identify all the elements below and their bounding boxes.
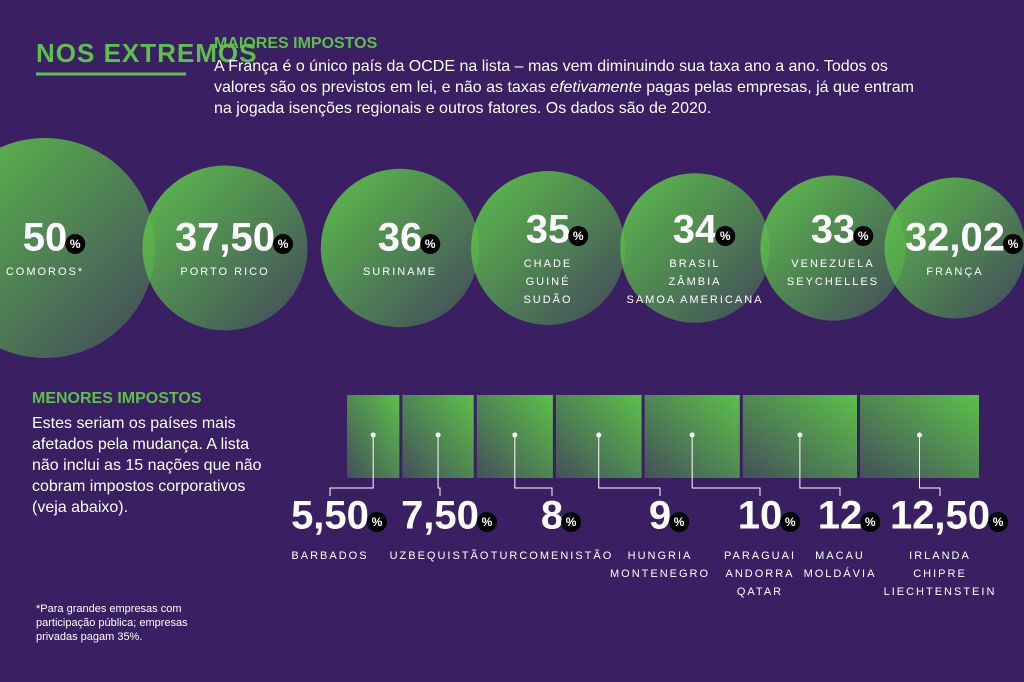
unit: % bbox=[573, 229, 584, 243]
bubble bbox=[884, 177, 1024, 319]
category-label: MOLDÁVIA bbox=[804, 567, 877, 580]
category-label: HUNGRIA bbox=[628, 550, 693, 562]
category-label: LIECHTENSTEIN bbox=[884, 586, 997, 598]
unit-badge bbox=[420, 234, 441, 254]
unit: % bbox=[425, 237, 436, 251]
category-label: ANDORRA bbox=[725, 568, 794, 580]
unit: % bbox=[566, 515, 577, 529]
bubble bbox=[320, 168, 480, 328]
text: pagas pelas empresas, já que entram na j… bbox=[214, 79, 914, 117]
connector bbox=[437, 435, 441, 496]
chart-title: MENORES IMPOSTOS bbox=[32, 390, 202, 407]
category-label: FRANÇA bbox=[926, 266, 983, 278]
value-label: 35 bbox=[526, 208, 571, 252]
value-label: 9 bbox=[649, 494, 671, 538]
bubble bbox=[760, 175, 906, 321]
value-label: 50 bbox=[23, 216, 68, 260]
unit-badge bbox=[988, 512, 1009, 532]
unit-badge bbox=[780, 512, 801, 532]
unit: % bbox=[70, 237, 81, 251]
value-label: 37,50 bbox=[175, 216, 275, 260]
unit: % bbox=[858, 229, 869, 243]
unit: % bbox=[372, 515, 383, 529]
value-label: 36 bbox=[378, 216, 423, 260]
text: A França é o único país da OCDE na lista… bbox=[214, 58, 888, 96]
footnote-line: privadas pagam 35%. bbox=[36, 631, 143, 643]
unit-badge bbox=[273, 234, 294, 254]
unit-badge bbox=[561, 512, 582, 532]
unit: % bbox=[785, 515, 796, 529]
unit-badge bbox=[1003, 234, 1024, 254]
connector bbox=[799, 435, 841, 496]
bubble bbox=[142, 165, 308, 331]
value-label: 5,50 bbox=[291, 494, 369, 538]
category-label: SAMOA AMERICANA bbox=[627, 294, 764, 306]
value-label: 34 bbox=[673, 208, 718, 252]
connector bbox=[691, 435, 761, 496]
category-label: COMOROS* bbox=[6, 266, 84, 278]
unit-badge bbox=[669, 512, 690, 532]
unit: % bbox=[993, 515, 1004, 529]
value-label: 32,02 bbox=[905, 216, 1005, 260]
description: Estes seriam os países mais afetados pel… bbox=[32, 415, 262, 516]
category-label: PORTO RICO bbox=[180, 266, 269, 278]
unit: % bbox=[720, 229, 731, 243]
value-label: 10 bbox=[738, 494, 783, 538]
chart-title: MAIORES IMPOSTOS bbox=[214, 35, 378, 52]
value-label: 8 bbox=[541, 494, 563, 538]
category-label: BRASIL bbox=[669, 258, 720, 270]
footnote-line: participação pública; empresas bbox=[36, 617, 188, 629]
value-label: 12 bbox=[818, 494, 863, 538]
category-label: TURCOMENISTÃO bbox=[491, 549, 614, 562]
footnote: *Para grandes empresas com participação … bbox=[36, 602, 188, 644]
category-label: QATAR bbox=[737, 586, 783, 598]
category-label: CHIPRE bbox=[913, 568, 967, 580]
category-label: BARBADOS bbox=[291, 550, 368, 562]
unit-badge bbox=[65, 234, 86, 254]
connector bbox=[919, 435, 941, 496]
category-label: MACAU bbox=[815, 550, 865, 562]
category-label: SURINAME bbox=[363, 266, 437, 278]
category-label: VENEZUELA bbox=[791, 258, 874, 270]
footnote-line: *Para grandes empresas com bbox=[36, 603, 182, 615]
unit-badge bbox=[860, 512, 881, 532]
unit-badge bbox=[715, 226, 736, 246]
bubble bbox=[620, 173, 770, 323]
unit: % bbox=[278, 237, 289, 251]
unit: % bbox=[1008, 237, 1019, 251]
bubble bbox=[471, 171, 625, 325]
category-label: ZÂMBIA bbox=[669, 275, 722, 288]
unit: % bbox=[482, 515, 493, 529]
unit-badge bbox=[853, 226, 874, 246]
unit: % bbox=[674, 515, 685, 529]
category-label: SEYCHELLES bbox=[787, 276, 879, 288]
header: NOS EXTREMOS bbox=[36, 38, 258, 68]
category-label: GUINÉ bbox=[526, 275, 571, 288]
connector bbox=[329, 435, 374, 496]
unit-badge bbox=[366, 512, 387, 532]
unit-badge bbox=[568, 226, 589, 246]
category-label: IRLANDA bbox=[909, 550, 971, 562]
category-label: MONTENEGRO bbox=[610, 568, 710, 580]
text: efetivamente bbox=[550, 79, 642, 96]
value-label: 12,50 bbox=[890, 494, 990, 538]
unit: % bbox=[865, 515, 876, 529]
connector bbox=[598, 435, 661, 496]
unit-badge bbox=[476, 512, 497, 532]
value-label: 33 bbox=[811, 208, 856, 252]
category-label: CHADE bbox=[524, 258, 573, 270]
connector bbox=[514, 435, 553, 496]
category-label: UZBEQUISTÃO bbox=[390, 549, 491, 562]
category-label: PARAGUAI bbox=[724, 550, 796, 562]
value-label: 7,50 bbox=[401, 494, 479, 538]
category-label: SUDÃO bbox=[523, 293, 572, 306]
description: A França é o único país da OCDE na lista… bbox=[214, 56, 914, 119]
